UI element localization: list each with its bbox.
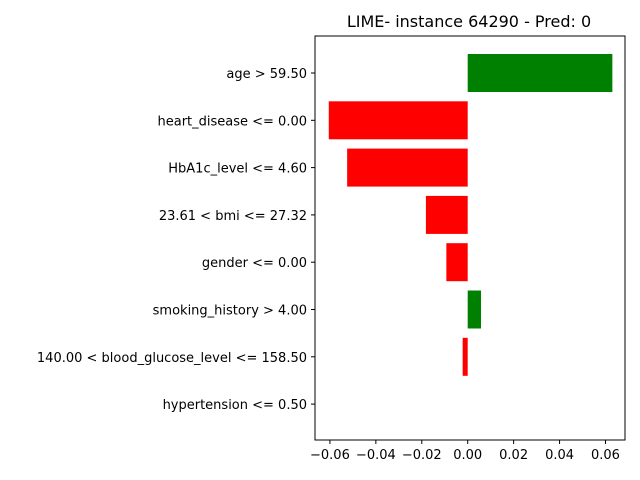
y-tick-label: 23.61 < bmi <= 27.32 bbox=[159, 209, 307, 224]
x-tick-label: 0.02 bbox=[499, 448, 528, 463]
x-tick-label: 0.04 bbox=[545, 448, 574, 463]
bar-0 bbox=[467, 54, 613, 92]
x-axis-ticks: −0.06 −0.04 −0.02 0.00 0.02 0.04 0.06 bbox=[310, 440, 620, 463]
x-tick-label: −0.06 bbox=[310, 448, 350, 463]
y-tick-label: 140.00 < blood_glucose_level <= 158.50 bbox=[37, 351, 307, 366]
bar-1 bbox=[328, 101, 468, 140]
y-tick-label: age > 59.50 bbox=[226, 67, 307, 82]
plot-frame bbox=[314, 35, 626, 441]
chart-title: LIME- instance 64290 - Pred: 0 bbox=[347, 12, 591, 31]
x-tick-label: −0.04 bbox=[356, 448, 396, 463]
bar-4 bbox=[446, 243, 468, 282]
bar-2 bbox=[347, 148, 468, 187]
bar-6 bbox=[462, 337, 468, 376]
x-tick-label: 0.00 bbox=[453, 448, 482, 463]
x-tick-label: −0.02 bbox=[402, 448, 442, 463]
bar-3 bbox=[425, 195, 468, 234]
y-tick-label: smoking_history > 4.00 bbox=[153, 304, 307, 319]
y-tick-label: hypertension <= 0.50 bbox=[163, 398, 307, 413]
x-tick-label: 0.06 bbox=[591, 448, 620, 463]
y-tick-label: HbA1c_level <= 4.60 bbox=[168, 162, 307, 177]
bars-group bbox=[328, 54, 613, 376]
y-tick-label: gender <= 0.00 bbox=[202, 256, 307, 271]
bar-5 bbox=[467, 290, 482, 329]
y-tick-label: heart_disease <= 0.00 bbox=[157, 114, 307, 129]
y-tick-labels: age > 59.50 heart_disease <= 0.00 HbA1c_le… bbox=[37, 67, 315, 413]
